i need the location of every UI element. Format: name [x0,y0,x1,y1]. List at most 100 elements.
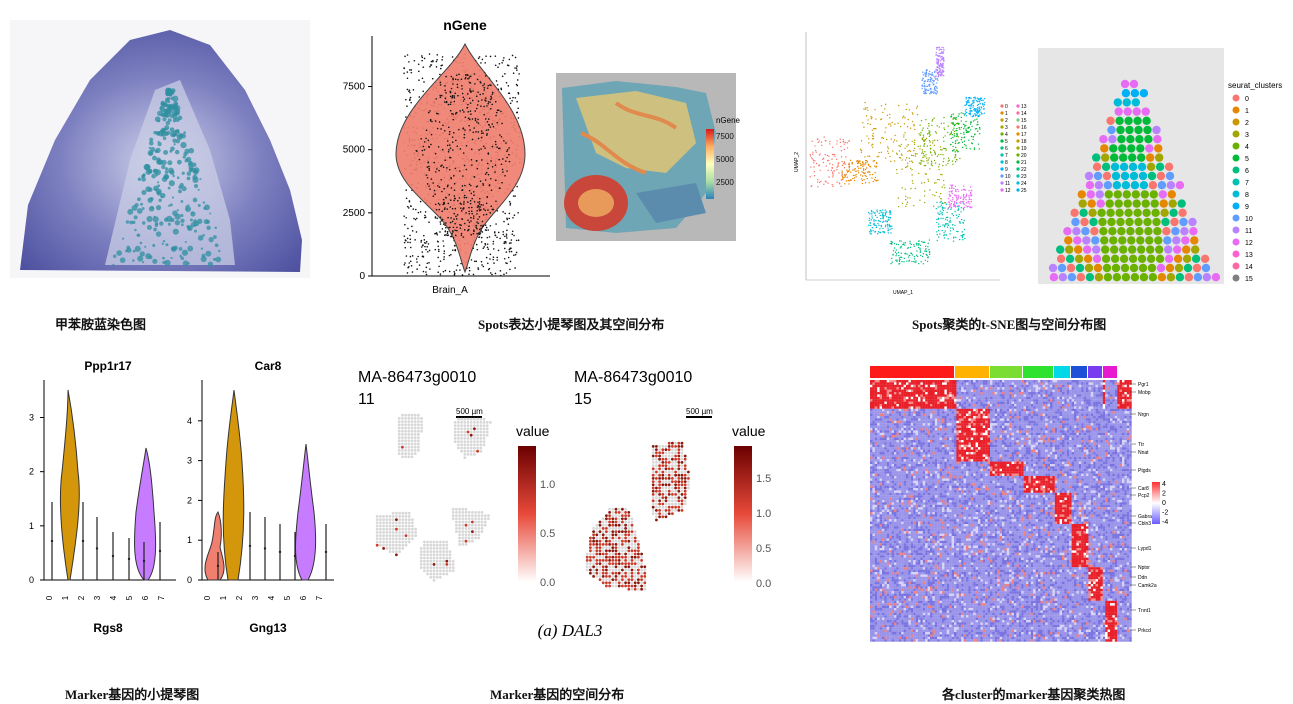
spot-point [480,105,482,108]
umap-point [932,84,934,86]
spot-point [407,207,410,209]
expression-spot [589,568,592,572]
heatmap-cell [1105,380,1108,383]
stained-cell [190,211,196,217]
spot-point [442,240,444,242]
expression-spot [661,493,665,496]
spot-point [478,200,481,203]
expression-spot [385,534,389,537]
spot-point [456,83,459,86]
umap-point [927,127,929,130]
umap-point [969,104,971,107]
umap-point [978,110,981,113]
spot-point [450,177,453,180]
expression-spot [611,539,615,543]
umap-point [837,165,839,167]
spot-point [483,89,486,91]
umap-point [953,133,956,135]
umap-point [928,85,931,87]
expression-spot [458,507,461,511]
spot-point [469,199,472,202]
expression-spot [397,429,401,433]
expression-spot [605,514,608,517]
expression-spot [417,417,420,420]
spot-point [481,225,484,228]
spot-point [415,231,418,233]
stained-cell [167,118,172,123]
expression-spot [595,539,599,543]
stained-cell [180,256,184,261]
expression-spot [611,568,615,572]
umap-point [950,131,953,133]
umap-point [938,213,940,215]
expression-spot [617,555,621,559]
spot-point [514,67,516,69]
expression-spot [605,523,608,527]
stained-cell [183,151,188,157]
umap-point [948,203,951,206]
expression-spot [442,553,445,557]
spot-point [477,131,480,133]
expression-spot [680,477,684,480]
stained-cell [157,181,160,184]
expression-spot [601,578,605,581]
legend-title: seurat_clusters [1228,81,1282,90]
expression-spot [598,520,602,524]
spot-point [429,110,431,112]
expression-spot [471,517,474,521]
umap-point [952,149,955,151]
umap-point [836,140,838,142]
expression-spot [617,517,621,521]
spatial-spot [1146,245,1155,254]
umap-point [811,185,813,187]
spatial-spot [1189,227,1198,236]
umap-point [965,120,967,123]
spatial-spot [1158,190,1167,199]
umap-point [895,255,897,257]
umap-point [935,181,937,184]
expression-spot [451,514,455,517]
umap-point [889,242,891,245]
heatmap-cell [901,382,904,385]
expression-spot [655,461,658,464]
umap-point [931,82,933,84]
spot-point [411,225,413,228]
umap-point [855,170,857,172]
expression-spot [477,536,481,540]
heatmap-cell [915,382,919,385]
expression-spot [598,565,602,569]
umap-point [962,221,964,224]
spot-point [439,216,442,219]
colorbar-tick: 0.5 [756,543,771,555]
stained-cell [143,163,150,171]
stained-cell [142,173,146,176]
expression-spot [640,578,643,581]
spot-point [487,153,490,155]
spatial-spot [1093,171,1103,181]
expression-spot [429,575,433,579]
umap-point [978,148,980,150]
expression-spot [439,556,442,560]
stained-cell [192,176,199,183]
spot-point [469,202,472,205]
expression-spot [474,523,477,527]
expression-spot [680,457,684,461]
umap-point [936,201,938,204]
spot-point [420,239,423,242]
expression-spot [677,473,681,477]
umap-point [907,150,909,153]
stained-cell [149,137,154,142]
spot-point [484,75,487,77]
expression-spot [482,443,486,447]
stained-cell [172,138,177,143]
stained-cell [162,239,166,243]
legend-label: 24 [1021,181,1027,187]
spot-point [430,133,433,136]
legend-swatch [1016,125,1020,129]
umap-point [909,167,912,170]
legend-label: 1 [1005,111,1008,117]
expression-spot [683,470,687,474]
spot-point [480,204,483,206]
expression-spot [407,429,411,433]
spot-point [460,203,462,205]
